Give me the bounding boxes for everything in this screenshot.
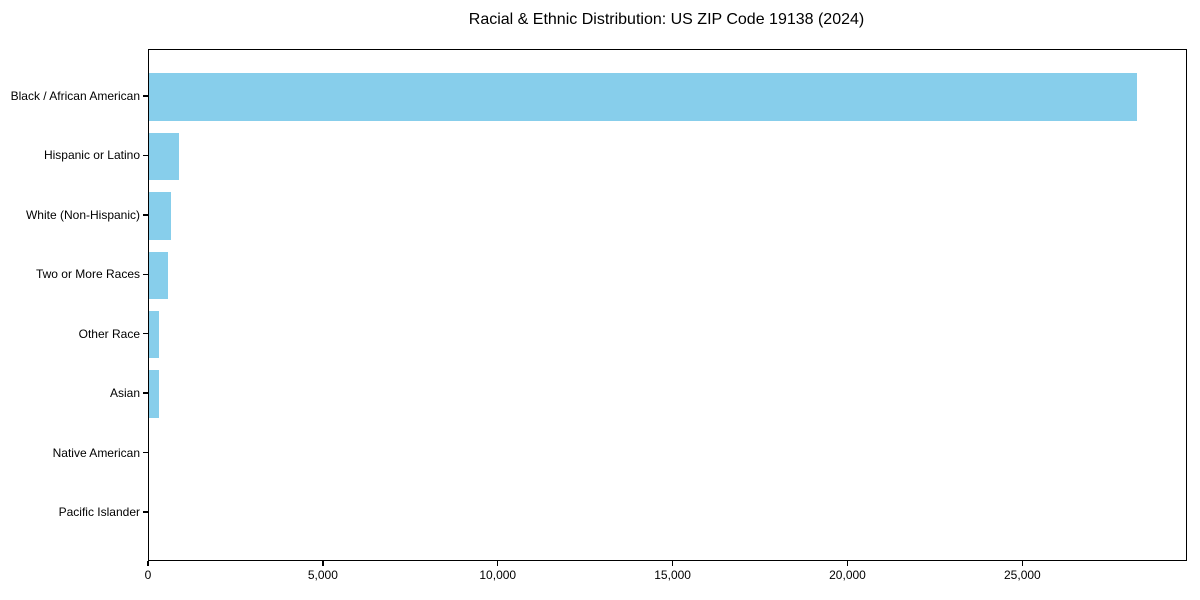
y-tick-label: Native American [52,445,140,460]
y-tick-mark [143,392,148,394]
y-tick-mark [143,273,148,276]
y-tick-label: Hispanic or Latino [43,148,140,163]
y-tick-label: Pacific Islander [58,505,140,520]
y-tick-mark [143,214,148,216]
x-tick-mark [1021,560,1024,566]
x-tick-label: 20,000 [829,568,866,582]
x-tick-mark [496,560,499,566]
x-tick-mark [322,560,324,566]
y-tick-mark [143,511,148,513]
y-tick-label: Black / African American [10,88,140,103]
x-tick-mark [147,560,149,566]
x-tick-label: 25,000 [1004,568,1041,582]
x-tick-mark [846,560,849,566]
y-tick-mark [143,154,148,157]
bar-other-race [149,310,160,359]
y-tick-mark [143,332,148,335]
y-tick-label: Asian [109,386,140,401]
y-tick-label: White (Non-Hispanic) [25,207,140,222]
bar-white-non-hispanic [149,192,172,240]
y-tick-mark [143,451,148,454]
x-tick-label: 0 [144,568,152,582]
x-tick-mark [671,560,674,566]
plot-area [148,49,1187,561]
bar-black-african-american [149,73,1138,121]
bar-asian [149,370,160,418]
x-tick-label: 5,000 [307,568,338,582]
bar-hispanic-or-latino [149,132,179,181]
chart-title: Racial & Ethnic Distribution: US ZIP Cod… [468,11,865,28]
y-tick-label: Other Race [78,326,140,341]
bar-two-or-more-races [149,251,168,300]
x-tick-label: 15,000 [654,568,691,582]
x-tick-label: 10,000 [479,568,517,582]
y-tick-label: Two or More Races [35,267,140,282]
y-tick-mark [143,95,148,97]
